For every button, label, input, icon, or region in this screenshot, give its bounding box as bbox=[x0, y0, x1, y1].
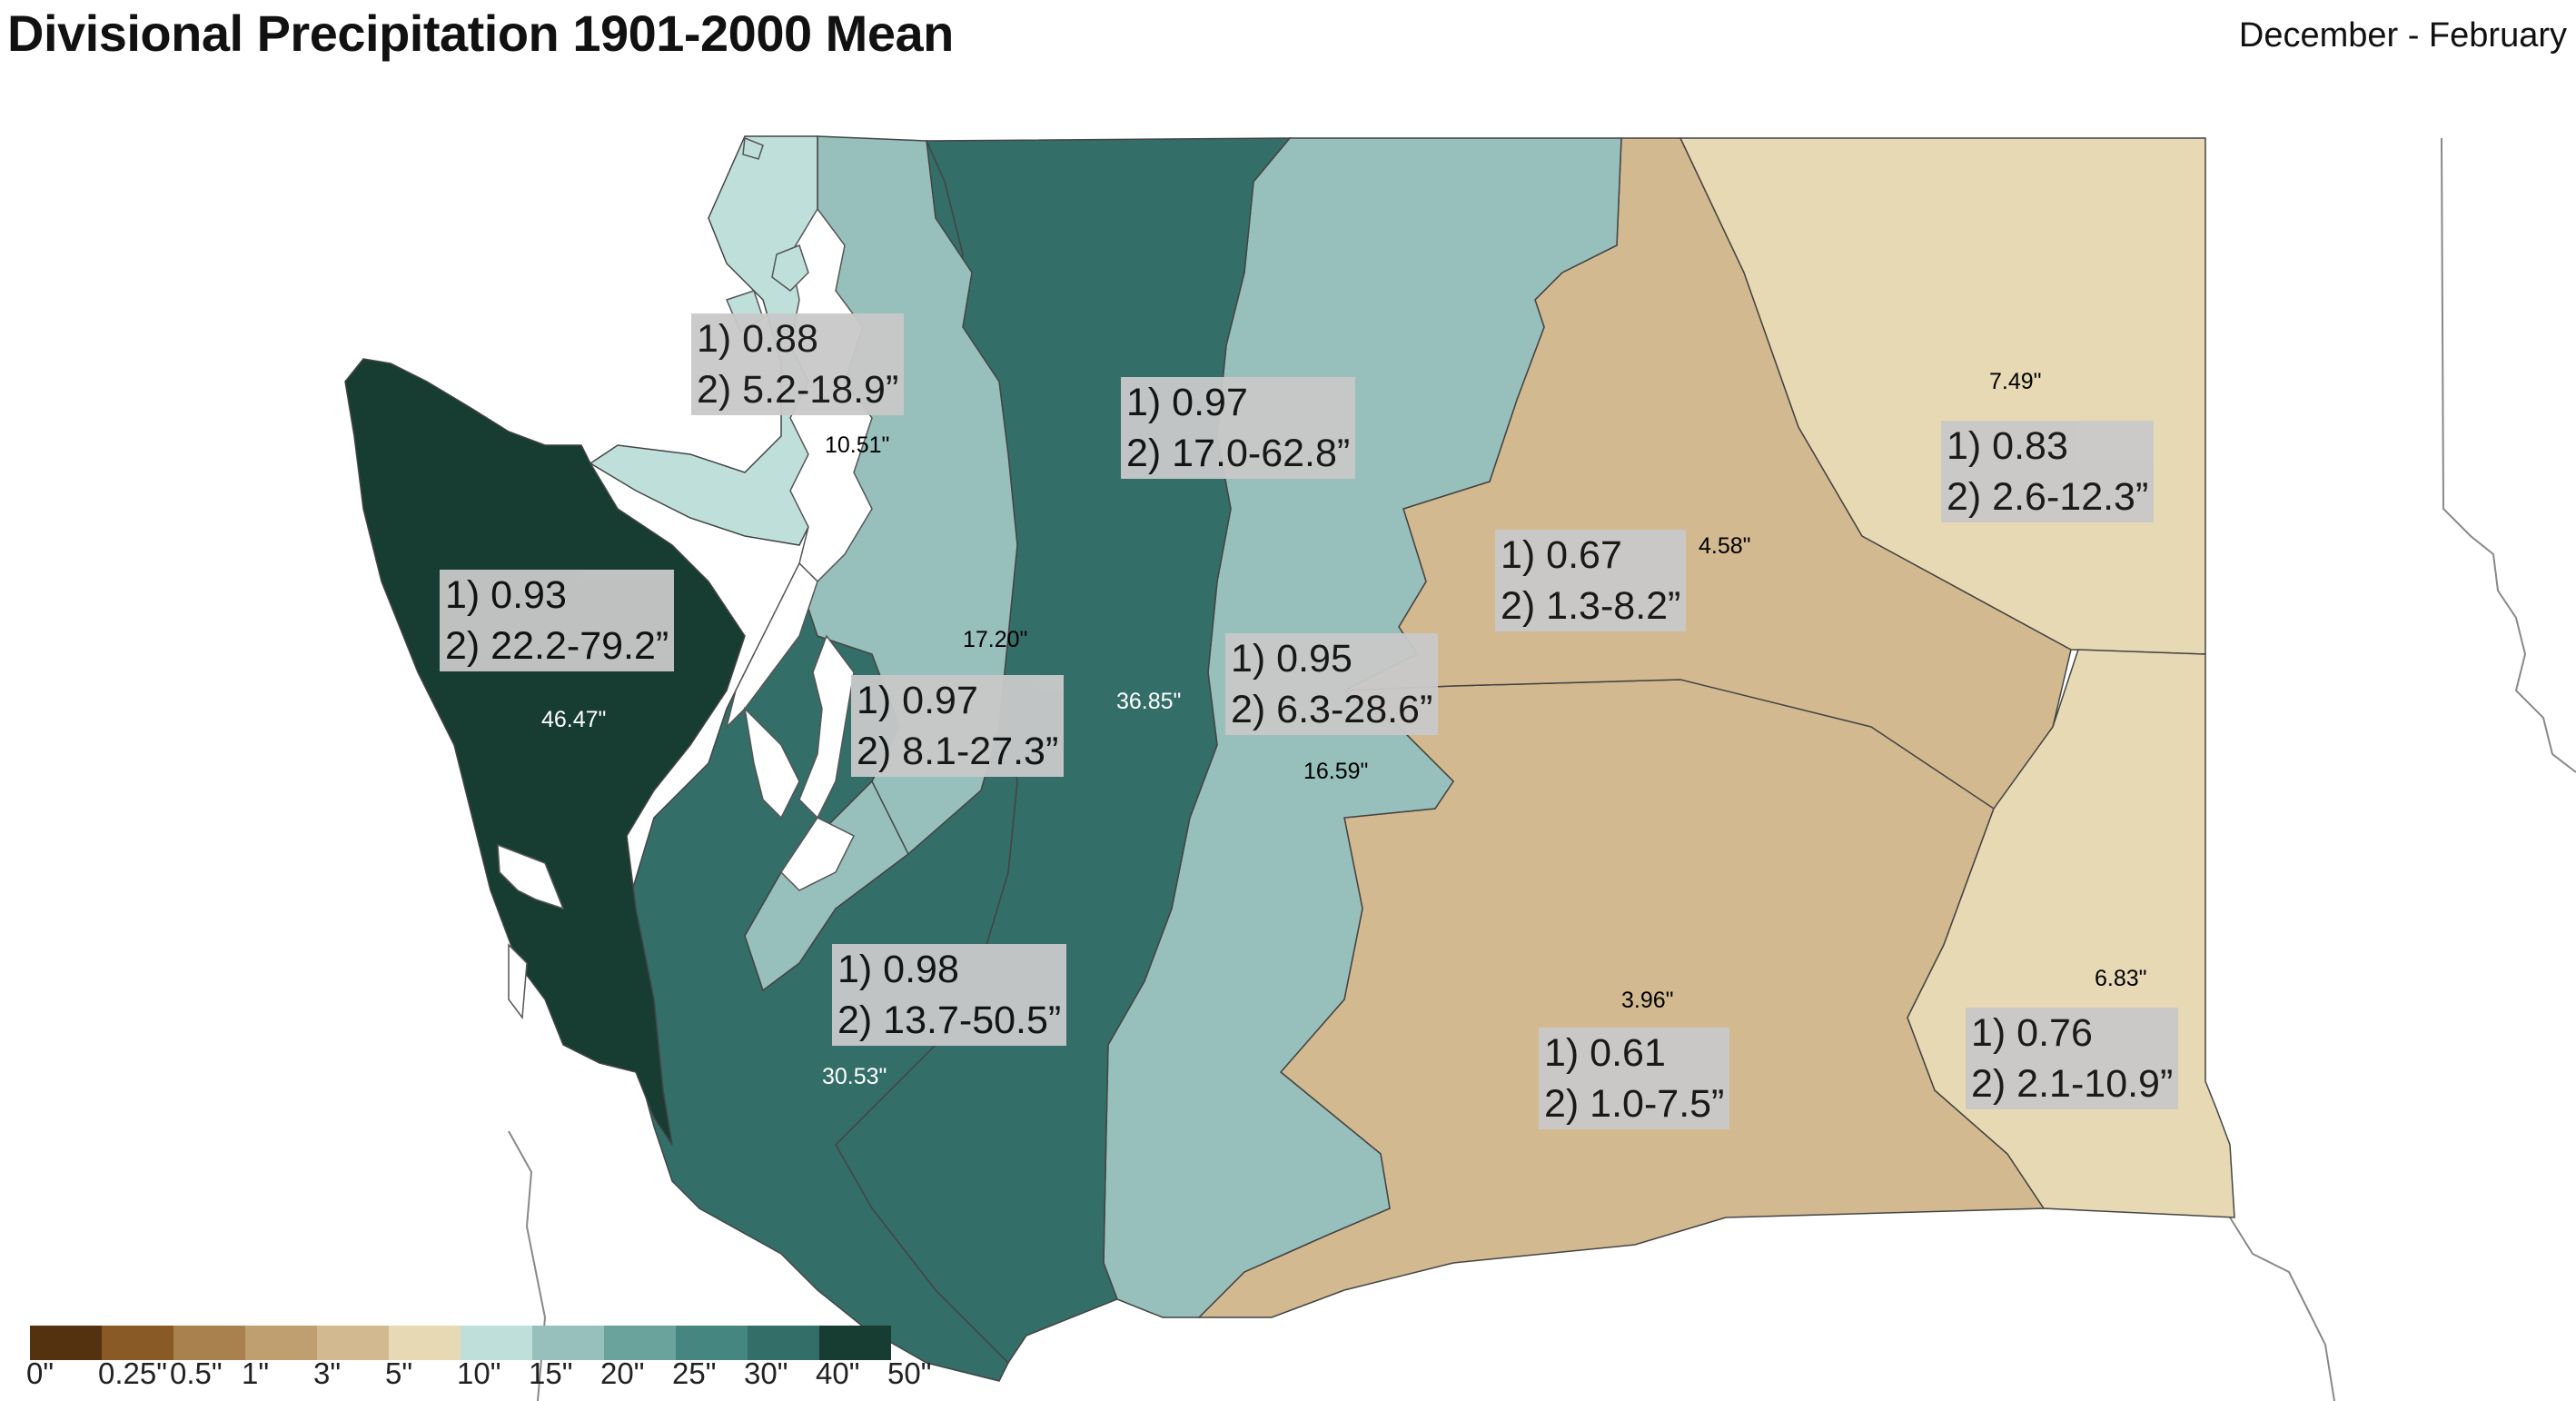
legend-label: 50" bbox=[887, 1356, 931, 1391]
legend-label: 15" bbox=[529, 1356, 572, 1391]
legend-label: 10" bbox=[457, 1356, 500, 1391]
stat-label-puget-lowlands: 1) 0.97 2) 8.1-27.3” bbox=[851, 675, 1064, 777]
legend-swatch bbox=[245, 1326, 317, 1360]
stat-label-cascades-west: 1) 0.97 2) 17.0-62.8” bbox=[1121, 377, 1355, 479]
division-regions bbox=[345, 136, 2234, 1381]
mean-value-southwest-interior: 30.53" bbox=[822, 1064, 887, 1090]
mean-value-puget-lowlands: 17.20" bbox=[963, 627, 1027, 653]
mean-value-okanogan-big-bend: 4.58" bbox=[1699, 533, 1751, 560]
stat-label-southwest-interior: 1) 0.98 2) 13.7-50.5” bbox=[832, 944, 1066, 1046]
legend-swatch bbox=[461, 1326, 532, 1360]
stat-label-west-olympic: 1) 0.93 2) 22.2-79.2” bbox=[440, 570, 674, 671]
legend-swatch bbox=[748, 1326, 819, 1360]
mean-value-west-olympic: 46.47" bbox=[541, 707, 606, 733]
mean-value-cascades-west: 36.85" bbox=[1116, 689, 1181, 715]
stat-label-cascades-east: 1) 0.95 2) 6.3-28.6” bbox=[1225, 633, 1438, 735]
legend-swatch bbox=[173, 1326, 245, 1360]
legend-swatch bbox=[532, 1326, 604, 1360]
legend-label: 5" bbox=[385, 1356, 412, 1391]
map-title: Divisional Precipitation 1901-2000 Mean bbox=[7, 4, 954, 63]
legend bbox=[30, 1326, 891, 1360]
legend-label: 0" bbox=[26, 1356, 54, 1391]
legend-label: 1" bbox=[242, 1356, 269, 1391]
season-label: December - February bbox=[2239, 16, 2567, 55]
stat-label-northeastern: 1) 0.83 2) 2.6-12.3” bbox=[1941, 421, 2154, 522]
legend-swatch bbox=[102, 1326, 173, 1360]
mean-value-palouse-blue-mountains: 6.83" bbox=[2095, 966, 2147, 992]
legend-label: 3" bbox=[313, 1356, 341, 1391]
legend-swatch bbox=[30, 1326, 102, 1360]
legend-label: 25" bbox=[672, 1356, 716, 1391]
legend-label: 30" bbox=[744, 1356, 788, 1391]
mean-value-northeastern: 7.49" bbox=[1989, 369, 2042, 395]
mean-value-northwest-interior: 10.51" bbox=[825, 432, 889, 459]
legend-swatch bbox=[389, 1326, 461, 1360]
mean-value-central-basin: 3.96" bbox=[1621, 988, 1674, 1014]
legend-label: 20" bbox=[600, 1356, 644, 1391]
stat-label-okanogan-big-bend: 1) 0.67 2) 1.3-8.2” bbox=[1495, 530, 1686, 631]
legend-swatch bbox=[604, 1326, 676, 1360]
legend-label: 0.25" bbox=[98, 1356, 167, 1391]
legend-label: 40" bbox=[816, 1356, 859, 1391]
mean-value-cascades-east: 16.59" bbox=[1303, 759, 1368, 785]
stat-label-palouse-blue-mountains: 1) 0.76 2) 2.1-10.9” bbox=[1966, 1008, 2178, 1109]
stat-label-central-basin: 1) 0.61 2) 1.0-7.5” bbox=[1539, 1028, 1729, 1129]
legend-label: 0.5" bbox=[170, 1356, 223, 1391]
legend-swatch bbox=[819, 1326, 891, 1360]
legend-swatch bbox=[676, 1326, 748, 1360]
stat-label-northwest-interior: 1) 0.88 2) 5.2-18.9” bbox=[691, 313, 904, 415]
legend-swatch bbox=[317, 1326, 389, 1360]
